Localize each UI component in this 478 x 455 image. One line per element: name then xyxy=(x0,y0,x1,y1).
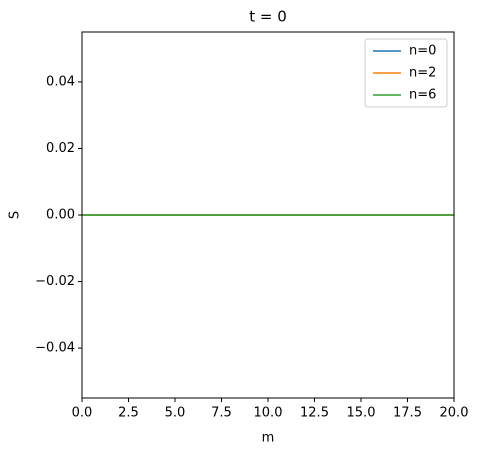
legend-label: n=0 xyxy=(409,44,436,59)
legend-label: n=2 xyxy=(409,66,436,81)
x-tick-label: 12.5 xyxy=(300,406,329,421)
y-tick-label: 0.02 xyxy=(46,141,75,156)
legend-box xyxy=(364,38,448,108)
y-tick-label: −0.04 xyxy=(35,341,75,356)
x-tick-label: 0.0 xyxy=(72,406,93,421)
x-tick-label: 17.5 xyxy=(393,406,422,421)
y-tick-label: 0.00 xyxy=(46,208,75,223)
x-tick-label: 5.0 xyxy=(165,406,186,421)
x-axis-label: m xyxy=(262,431,275,446)
x-tick-label: 15.0 xyxy=(347,406,376,421)
chart-title: t = 0 xyxy=(249,8,287,26)
y-tick-label: −0.02 xyxy=(35,274,75,289)
x-tick-label: 2.5 xyxy=(118,406,139,421)
x-tick-label: 10.0 xyxy=(254,406,283,421)
y-tick-label: 0.04 xyxy=(46,74,75,89)
plot-frame xyxy=(81,31,455,399)
x-tick-label: 7.5 xyxy=(211,406,232,421)
x-tick-label: 20.0 xyxy=(440,406,469,421)
legend-label: n=6 xyxy=(409,88,436,103)
y-axis-label: S xyxy=(8,211,23,219)
